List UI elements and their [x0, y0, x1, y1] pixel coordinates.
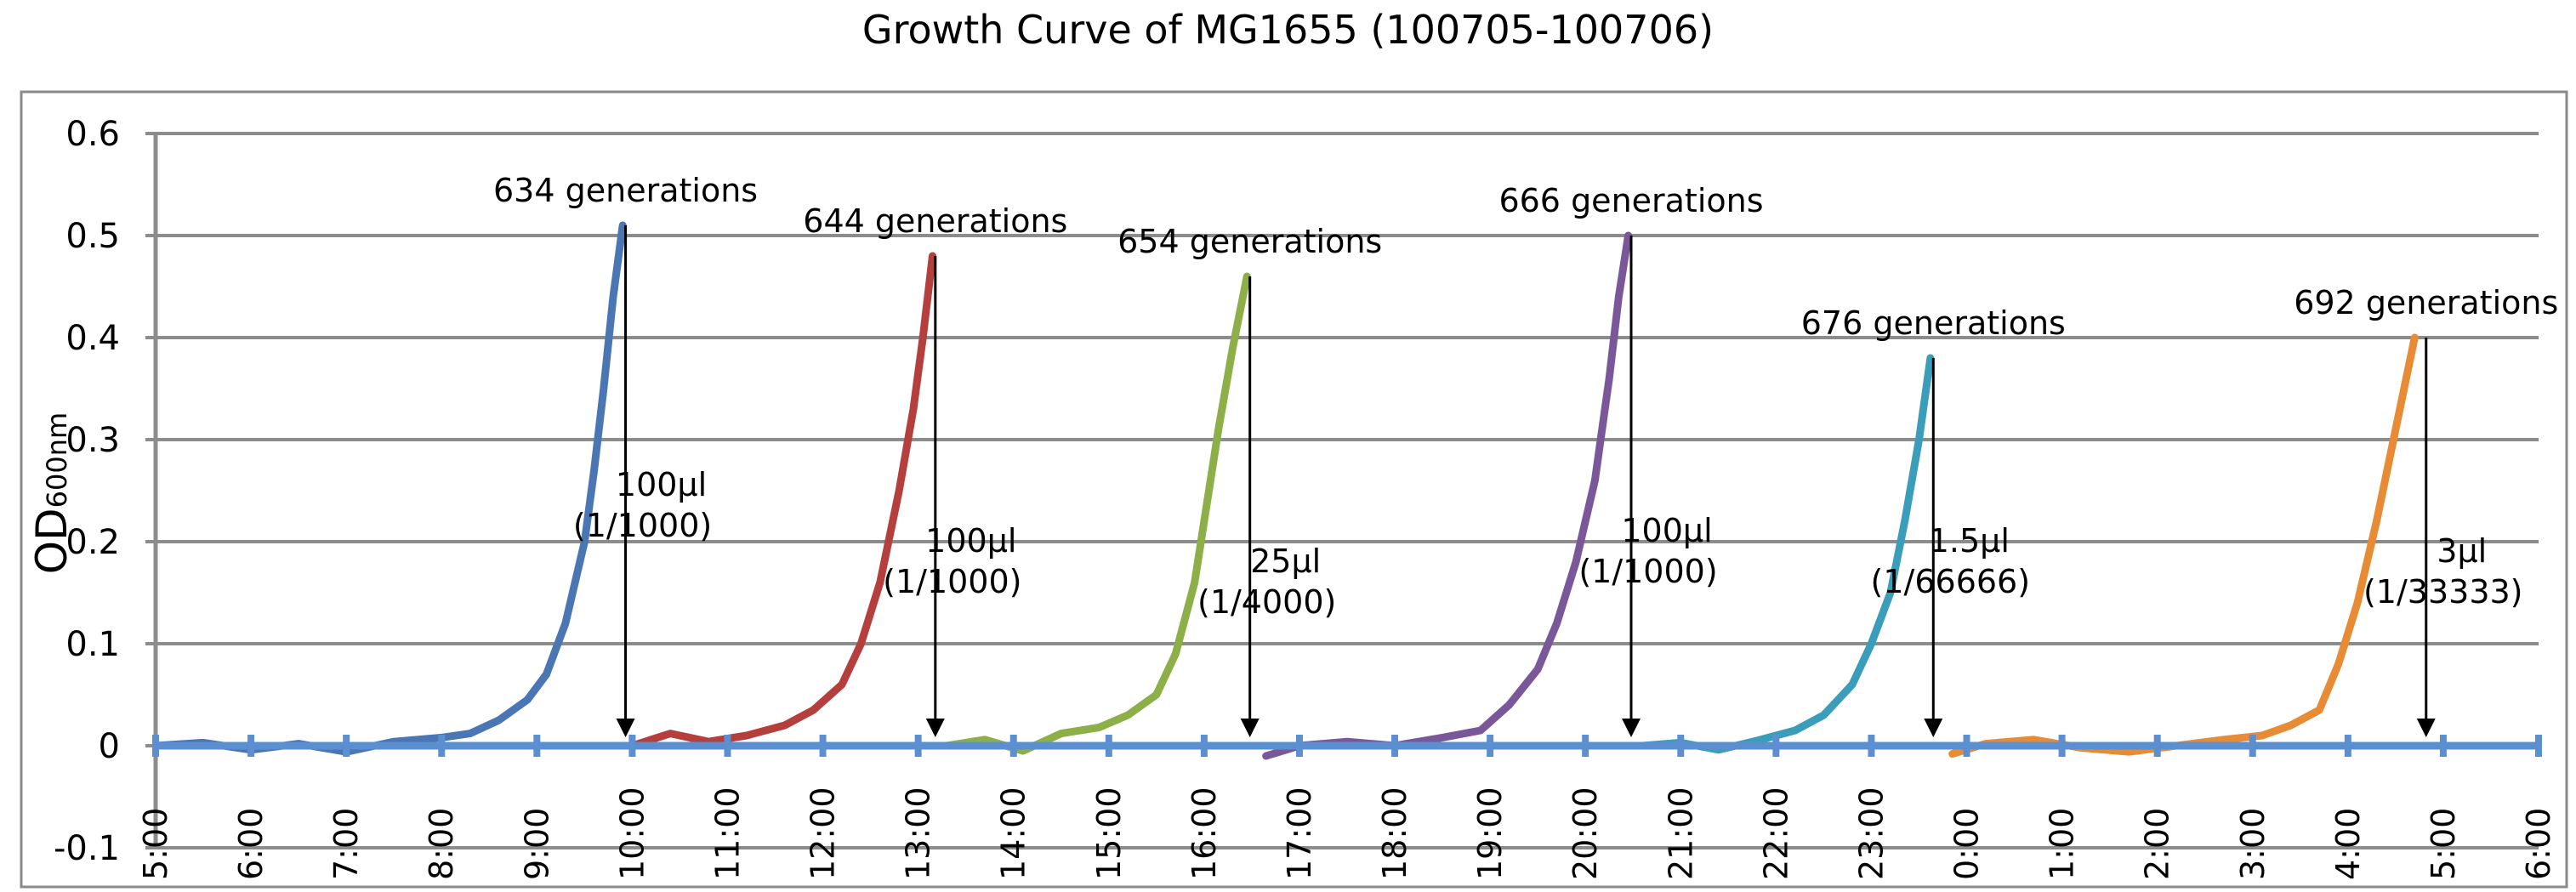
x-tick-label: 3:00 — [2234, 808, 2272, 880]
annotation-volume: 1.5μl — [1929, 522, 2010, 560]
x-tick-label: 14:00 — [995, 787, 1032, 880]
x-tick-label: 0:00 — [1948, 808, 1986, 880]
x-tick-label: 7:00 — [327, 808, 365, 880]
x-tick-label: 13:00 — [900, 787, 937, 880]
x-tick-label: 16:00 — [1186, 787, 1223, 880]
annotation-arrowhead — [1621, 719, 1641, 737]
x-tick-label: 22:00 — [1757, 787, 1794, 880]
x-tick-label: 19:00 — [1471, 787, 1509, 880]
x-tick-label: 17:00 — [1281, 787, 1318, 880]
annotation-dilution: (1/1000) — [883, 563, 1021, 600]
y-tick-label: 0.2 — [65, 523, 120, 562]
annotation-volume: 100μl — [616, 466, 707, 503]
annotation-arrowhead — [2416, 719, 2436, 737]
x-tick-label: 2:00 — [2139, 808, 2176, 880]
x-tick-label: 11:00 — [708, 787, 746, 880]
annotation-generations: 634 generations — [493, 172, 758, 209]
y-tick-label: 0.3 — [65, 421, 120, 460]
x-tick-label: 4:00 — [2329, 808, 2367, 880]
x-tick-label: 10:00 — [613, 787, 651, 880]
x-tick-label: 15:00 — [1090, 787, 1128, 880]
y-tick-label: 0.6 — [65, 115, 120, 154]
y-axis-label: OD600nm — [27, 412, 77, 574]
annotation-volume: 100μl — [1621, 512, 1712, 549]
y-tick-label: 0 — [99, 727, 120, 766]
annotation-arrowhead — [616, 719, 635, 737]
annotation-dilution: (1/33333) — [2363, 573, 2523, 611]
annotation-dilution: (1/4000) — [1197, 583, 1336, 621]
x-tick-label: 21:00 — [1662, 787, 1699, 880]
x-tick-label: 6:00 — [2520, 808, 2557, 880]
annotation-volume: 100μl — [925, 522, 1016, 560]
annotation-generations: 666 generations — [1498, 182, 1763, 219]
annotation-generations: 654 generations — [1117, 223, 1382, 260]
series-line — [628, 252, 936, 750]
x-tick-label: 8:00 — [423, 808, 460, 880]
axes: -0.1 0 0.1 0.2 0.3 0.4 0.5 0.6 5:00 6:00 7:00 8:00 9… — [54, 115, 2557, 880]
series-line — [942, 272, 1251, 755]
x-tick-label: 1:00 — [2044, 808, 2081, 880]
x-tick-label: 23:00 — [1852, 787, 1890, 880]
annotation-volume: 3μl — [2437, 532, 2487, 570]
annotation-arrowhead — [1924, 719, 1943, 737]
y-tick-label: -0.1 — [54, 829, 120, 868]
chart-title: Growth Curve of MG1655 (100705-100706) — [862, 7, 1714, 53]
y-tick-label: 0.5 — [65, 217, 120, 256]
grid-lines — [156, 132, 2539, 849]
annotation-dilution: (1/1000) — [573, 507, 712, 544]
x-tick-label: 9:00 — [518, 808, 555, 880]
chart-frame — [20, 90, 2568, 889]
annotation-arrowhead — [925, 719, 945, 737]
annotation-generations: 692 generations — [2294, 284, 2558, 321]
y-tick-label: 0.1 — [65, 625, 120, 664]
annotation-generations: 676 generations — [1801, 304, 2066, 342]
x-tick-label: 12:00 — [805, 787, 842, 880]
annotation-dilution: (1/66666) — [1871, 563, 2031, 600]
annotation-volume: 25μl — [1250, 543, 1321, 580]
annotation-generations: 644 generations — [803, 202, 1067, 240]
x-tick-label: 18:00 — [1376, 787, 1413, 880]
x-tick-label: 20:00 — [1567, 787, 1604, 880]
annotation-dilution: (1/1000) — [1578, 553, 1717, 590]
x-tick-label: 6:00 — [232, 808, 270, 880]
annotation-arrowhead — [1240, 719, 1260, 737]
x-tick-label: 5:00 — [137, 808, 174, 880]
x-tick-label: 5:00 — [2425, 808, 2462, 880]
y-tick-label: 0.4 — [65, 319, 120, 358]
